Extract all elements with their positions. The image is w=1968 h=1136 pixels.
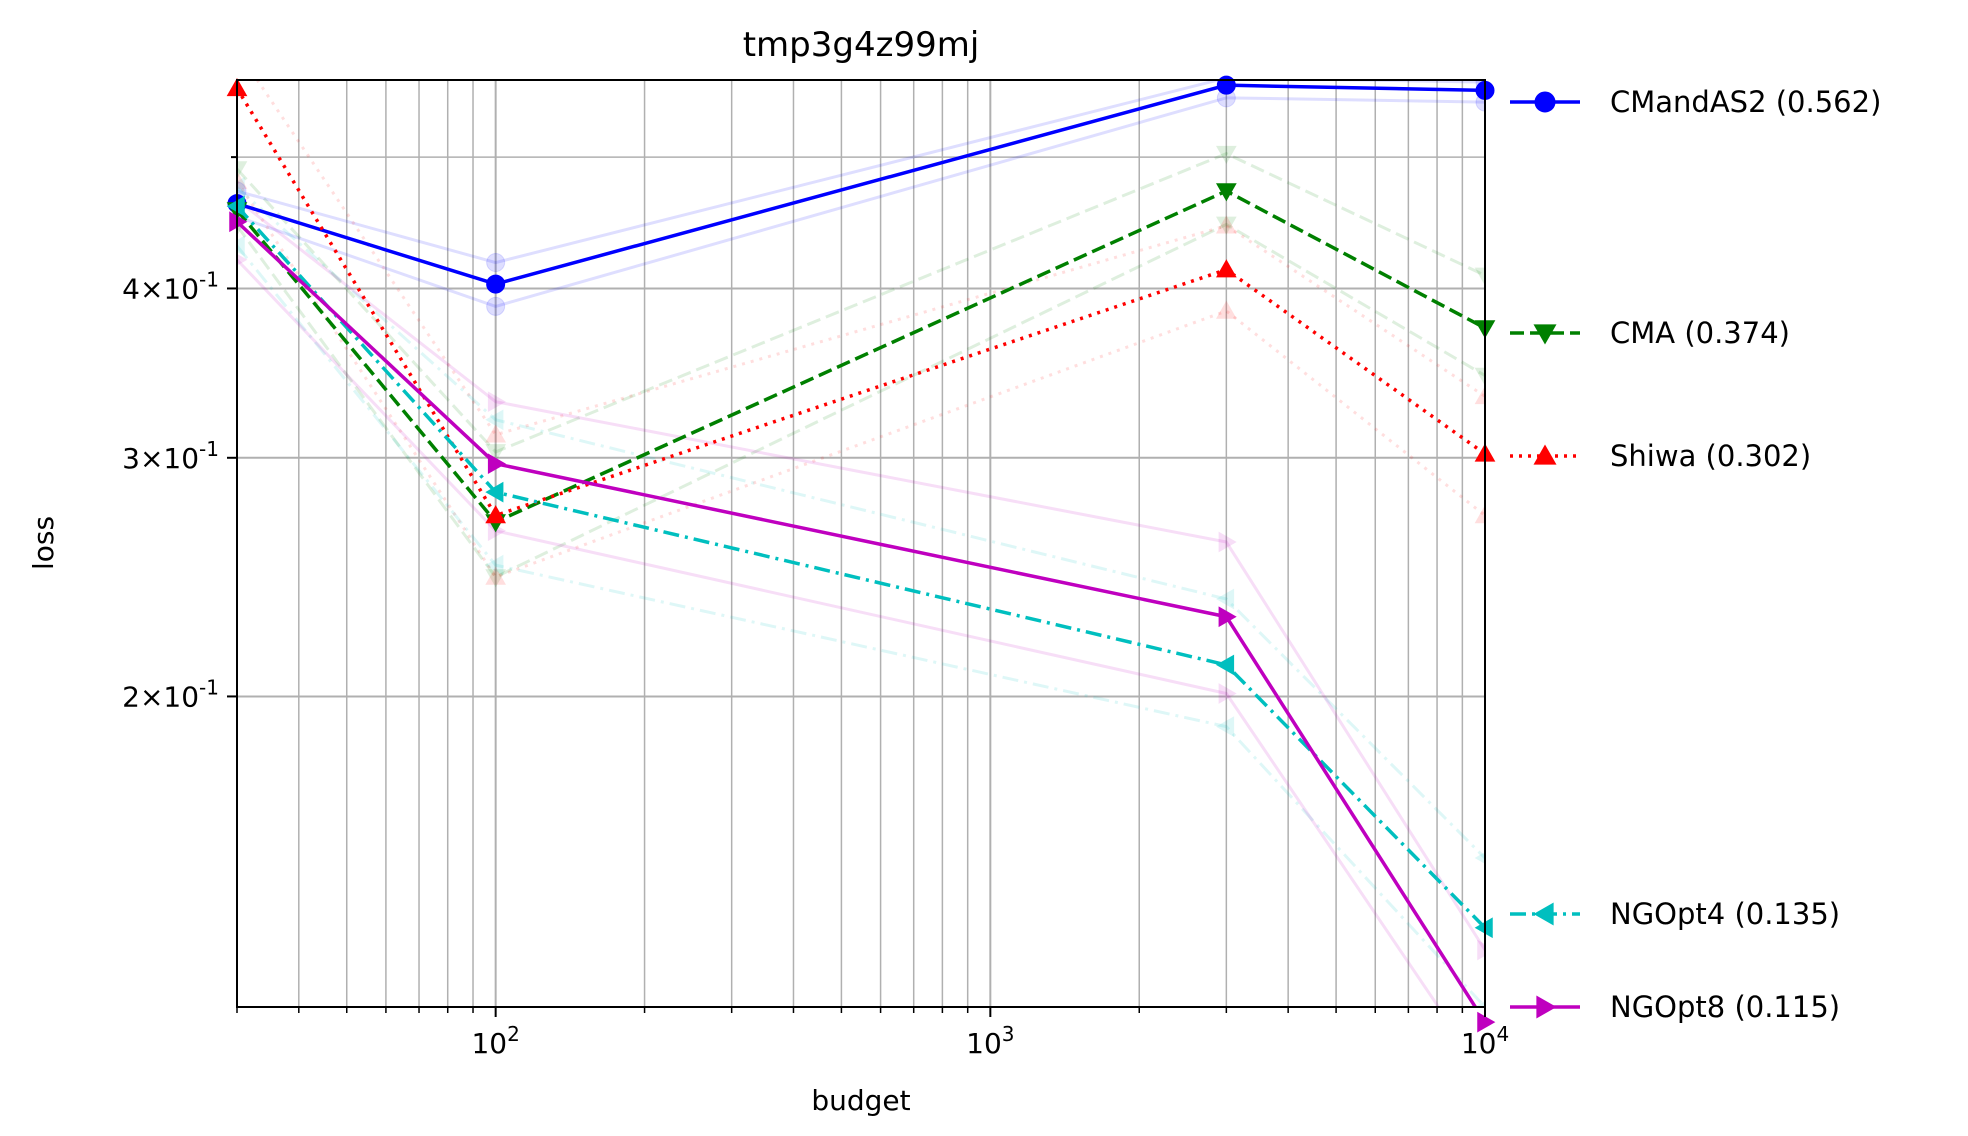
band-marker — [485, 566, 507, 585]
series-line — [237, 83, 1485, 286]
series-line — [237, 87, 1485, 518]
band-marker — [485, 444, 507, 463]
legend-label: NGOpt8 (0.115) — [1610, 990, 1840, 1024]
band-marker — [486, 296, 506, 316]
band-marker — [1474, 852, 1485, 864]
band-marker — [237, 235, 245, 257]
y-tick-label: 2×10-1 — [122, 675, 219, 713]
band-marker — [1215, 716, 1235, 737]
band-marker — [1218, 683, 1237, 704]
legend-label: CMandAS2 (0.562) — [1610, 85, 1881, 119]
series-band-line — [237, 222, 1485, 579]
band-marker — [1477, 939, 1485, 961]
band-marker — [237, 253, 248, 266]
band-marker — [1218, 531, 1237, 553]
band-marker — [1474, 505, 1485, 524]
data-point — [1218, 606, 1237, 628]
legend-entry: CMA (0.374) — [1510, 316, 1790, 350]
data-point — [1215, 259, 1237, 278]
legend-marker — [1533, 444, 1557, 465]
series-band-line — [237, 198, 1485, 951]
legend-entry: CMandAS2 (0.562) — [1510, 85, 1881, 119]
band-marker — [237, 176, 245, 198]
band-marker — [485, 409, 504, 431]
series-bands — [227, 39, 1495, 1086]
band-marker — [487, 391, 507, 413]
band-marker — [1215, 216, 1237, 235]
band-marker — [1474, 386, 1485, 405]
band-marker — [1474, 367, 1485, 386]
legend-marker — [1533, 902, 1554, 926]
legend-entry: NGOpt4 (0.135) — [1510, 897, 1840, 931]
series-band-line — [237, 258, 1441, 1007]
series-band-line — [237, 180, 1485, 579]
x-axis-label: budget — [811, 1084, 910, 1117]
band-marker — [237, 170, 248, 189]
data-point — [1216, 75, 1236, 95]
legend-label: Shiwa (0.302) — [1610, 439, 1811, 473]
legend-marker — [1534, 91, 1556, 113]
series-line — [237, 189, 1485, 525]
series-band-line — [237, 80, 1485, 265]
data-point — [1474, 917, 1493, 939]
plot-frame — [236, 79, 1486, 1008]
data-point — [485, 505, 507, 524]
minor-grid — [236, 80, 1485, 1007]
band-marker — [486, 253, 506, 273]
legend-label: NGOpt4 (0.135) — [1610, 897, 1840, 931]
x-tick-label: 102 — [471, 1022, 519, 1060]
series-band-line — [237, 151, 1485, 454]
legend: CMandAS2 (0.562) CMA (0.374) Shiwa (0.302)… — [1510, 85, 1881, 1024]
series-band-line — [237, 244, 1485, 1007]
data-point — [1215, 654, 1235, 676]
data-point — [226, 195, 245, 217]
band-marker — [485, 424, 507, 443]
series-line — [237, 220, 1478, 1007]
x-tick-label: 104 — [1461, 1022, 1509, 1060]
data-point — [485, 481, 504, 503]
band-marker — [1215, 300, 1237, 319]
band-marker — [1474, 1001, 1485, 1007]
series-markers — [226, 75, 1496, 1033]
legend-label: CMA (0.374) — [1610, 316, 1790, 350]
x-tick-label: 103 — [966, 1022, 1014, 1060]
chart-title: tmp3g4z99mj — [743, 25, 980, 65]
series-band-line — [255, 80, 1485, 437]
band-marker — [485, 554, 504, 576]
data-point — [1477, 1011, 1496, 1033]
band-marker — [1215, 215, 1237, 234]
band-marker — [485, 569, 507, 588]
band-marker — [227, 39, 248, 57]
series-band-line — [237, 96, 1485, 308]
band-marker — [237, 161, 248, 180]
y-tick-label: 4×10-1 — [122, 267, 219, 305]
data-point — [229, 211, 248, 233]
data-point — [486, 274, 506, 294]
data-point — [487, 453, 507, 475]
band-marker — [1215, 145, 1237, 164]
x-axis-ticks: 102 103 104 — [236, 1007, 1509, 1060]
series-lines — [237, 83, 1485, 1007]
y-axis-label: loss — [27, 516, 60, 570]
series-band-line — [237, 186, 1485, 860]
legend-marker — [1533, 324, 1557, 345]
band-marker — [1215, 588, 1235, 610]
band-marker — [1474, 267, 1485, 286]
legend-entry: NGOpt8 (0.115) — [1510, 990, 1840, 1024]
series-line — [237, 205, 1485, 930]
y-tick-label: 3×10-1 — [122, 437, 219, 475]
major-grid — [237, 80, 1486, 1007]
y-axis-ticks: 2×10-1 3×10-1 4×10-1 — [122, 156, 237, 713]
data-point — [1215, 183, 1237, 202]
legend-entry: Shiwa (0.302) — [1510, 439, 1811, 473]
band-marker — [1477, 1065, 1495, 1086]
legend-marker — [1536, 995, 1557, 1019]
